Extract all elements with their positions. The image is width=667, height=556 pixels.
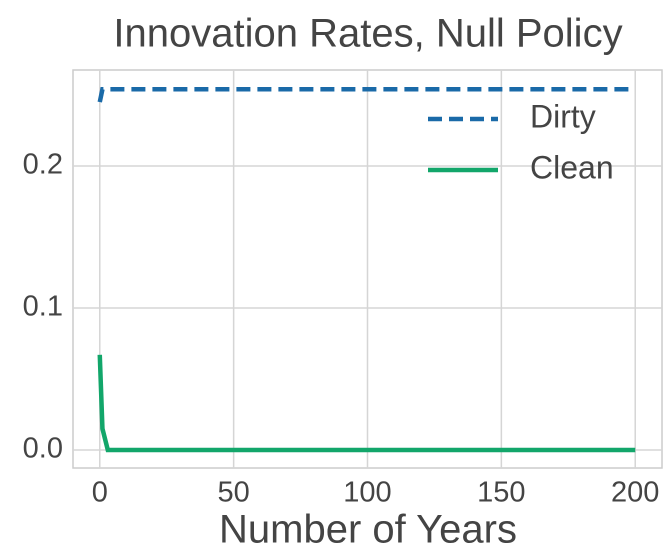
y-tick-label: 0.1 [23, 291, 63, 323]
legend-label: Clean [530, 149, 614, 185]
chart-title: Innovation Rates, Null Policy [113, 12, 622, 56]
x-tick-label: 100 [343, 477, 391, 509]
x-tick-label: 200 [611, 477, 659, 509]
line-series [97, 354, 636, 453]
x-tick-label: 50 [218, 477, 250, 509]
line-series [97, 87, 636, 103]
x-tick-label: 150 [477, 477, 525, 509]
x-tick-label: 0 [92, 477, 108, 509]
x-axis-label: Number of Years [219, 508, 517, 552]
y-tick-label: 0.0 [23, 433, 63, 465]
y-tick-label: 0.2 [23, 149, 63, 181]
legend-label: Dirty [530, 98, 596, 134]
